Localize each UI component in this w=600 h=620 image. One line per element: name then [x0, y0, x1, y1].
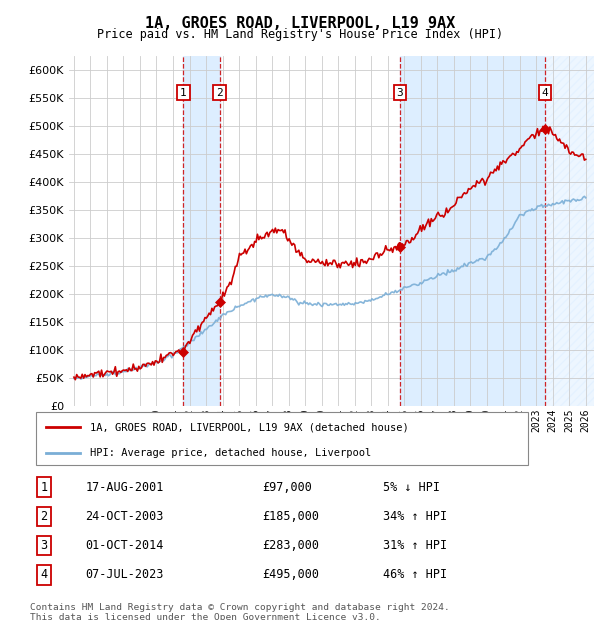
Bar	[545, 56, 594, 406]
Text: 5% ↓ HPI: 5% ↓ HPI	[383, 480, 440, 494]
FancyBboxPatch shape	[36, 412, 528, 465]
Text: Price paid vs. HM Land Registry's House Price Index (HPI): Price paid vs. HM Land Registry's House …	[97, 28, 503, 41]
Bar	[184, 56, 220, 406]
Text: £495,000: £495,000	[262, 569, 319, 582]
Text: Contains HM Land Registry data © Crown copyright and database right 2024.
This d: Contains HM Land Registry data © Crown c…	[30, 603, 450, 620]
Text: 1: 1	[40, 480, 47, 494]
Text: 4: 4	[40, 569, 47, 582]
Text: 17-AUG-2001: 17-AUG-2001	[85, 480, 164, 494]
Text: 2: 2	[40, 510, 47, 523]
Text: 07-JUL-2023: 07-JUL-2023	[85, 569, 164, 582]
Text: £283,000: £283,000	[262, 539, 319, 552]
Text: 1: 1	[180, 87, 187, 97]
Text: 4: 4	[541, 87, 548, 97]
Text: 46% ↑ HPI: 46% ↑ HPI	[383, 569, 448, 582]
Text: 01-OCT-2014: 01-OCT-2014	[85, 539, 164, 552]
Text: 31% ↑ HPI: 31% ↑ HPI	[383, 539, 448, 552]
Text: HPI: Average price, detached house, Liverpool: HPI: Average price, detached house, Live…	[90, 448, 371, 458]
Text: 3: 3	[40, 539, 47, 552]
Bar	[400, 56, 545, 406]
Text: 2: 2	[216, 87, 223, 97]
Text: 1A, GROES ROAD, LIVERPOOL, L19 9AX (detached house): 1A, GROES ROAD, LIVERPOOL, L19 9AX (deta…	[90, 422, 409, 432]
Text: 24-OCT-2003: 24-OCT-2003	[85, 510, 164, 523]
Text: 1A, GROES ROAD, LIVERPOOL, L19 9AX: 1A, GROES ROAD, LIVERPOOL, L19 9AX	[145, 16, 455, 30]
Text: £185,000: £185,000	[262, 510, 319, 523]
Text: 34% ↑ HPI: 34% ↑ HPI	[383, 510, 448, 523]
Text: £97,000: £97,000	[262, 480, 312, 494]
Text: 3: 3	[397, 87, 403, 97]
